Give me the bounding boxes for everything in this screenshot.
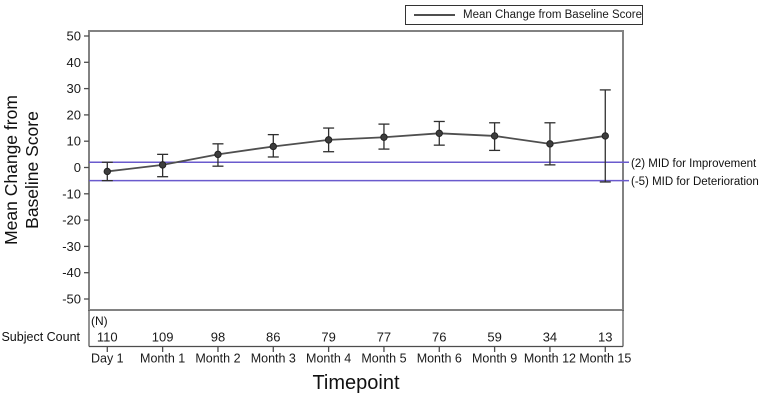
y-tick-label: 50 [67, 29, 81, 44]
legend: Mean Change from Baseline Score [405, 5, 643, 25]
y-tick-label: -30 [62, 239, 81, 254]
data-point-marker [269, 142, 277, 151]
data-point-marker [490, 132, 499, 140]
y-tick-label: -50 [62, 292, 81, 307]
data-point-marker [214, 150, 222, 159]
ref-line-label-improvement: (2) MID for Improvement [631, 158, 757, 170]
legend-line-sample-icon [414, 14, 455, 16]
y-tick-label: 30 [67, 81, 81, 96]
subject-count-value: 77 [377, 330, 391, 345]
data-point-marker [103, 167, 112, 176]
x-tick-label: Month 3 [251, 352, 296, 366]
x-tick-label: Month 12 [524, 352, 576, 366]
subject-count-value: 110 [97, 330, 118, 345]
series-line [107, 132, 606, 173]
x-tick-label: Month 6 [417, 352, 462, 366]
y-tick-label: 20 [67, 107, 81, 122]
subject-count-value: 34 [543, 330, 557, 345]
x-tick-label: Month 2 [195, 352, 240, 366]
subject-count-value: 79 [321, 330, 335, 345]
subject-count-value: 86 [266, 330, 280, 345]
data-point-marker [158, 161, 167, 169]
y-tick-label: 10 [67, 134, 81, 149]
data-point-marker [435, 129, 443, 138]
subject-count-value: 109 [152, 330, 174, 345]
y-tick-label: 40 [67, 55, 81, 70]
data-point-marker [546, 140, 554, 148]
subject-count-n-label: (N) [91, 314, 108, 328]
x-tick-label: Month 15 [579, 352, 631, 366]
y-tick-label: -40 [62, 265, 81, 280]
subject-count-value: 59 [487, 330, 501, 345]
x-tick-label: Month 1 [140, 352, 185, 366]
y-tick-label: 0 [74, 160, 81, 175]
x-axis-title: Timepoint [312, 372, 400, 394]
subject-count-value: 76 [432, 330, 446, 345]
data-point-marker [380, 133, 388, 141]
subject-count-row-label: Subject Count [1, 330, 80, 344]
y-tick-label: -20 [62, 213, 81, 228]
ref-line-label-deterioration: (-5) MID for Deterioration [631, 176, 759, 188]
data-point-marker [324, 136, 333, 144]
x-tick-label: Month 9 [472, 352, 517, 366]
legend-label: Mean Change from Baseline Score [463, 9, 642, 21]
data-point-marker [601, 132, 609, 140]
x-tick-label: Month 4 [306, 352, 351, 366]
subject-count-value: 98 [211, 330, 225, 345]
x-tick-label: Day 1 [91, 352, 124, 366]
x-tick-label: Month 5 [361, 352, 406, 366]
y-tick-label: -10 [62, 186, 81, 201]
subject-count-value: 13 [598, 330, 612, 345]
plot-border [88, 30, 624, 311]
